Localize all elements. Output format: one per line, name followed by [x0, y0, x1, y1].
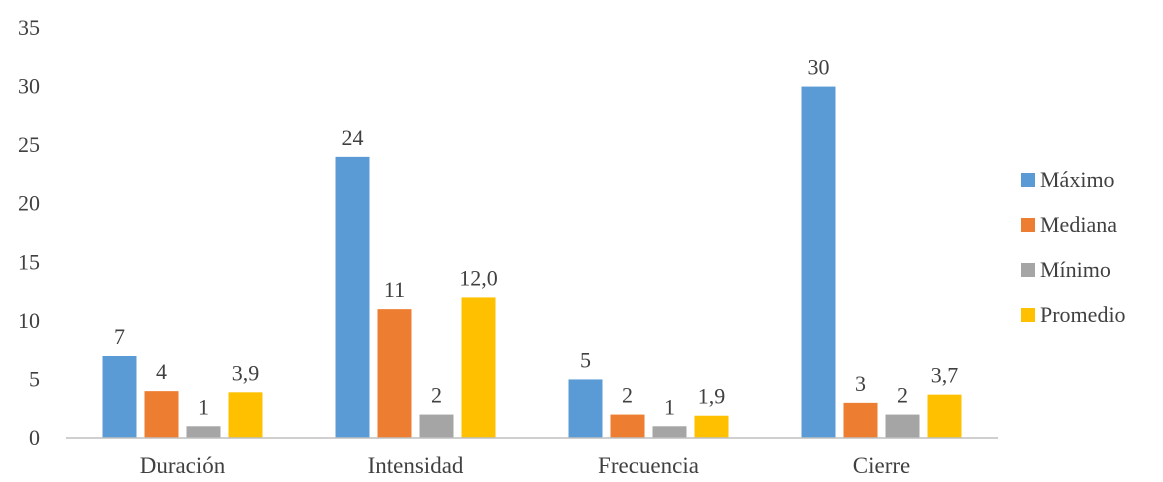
data-label-1-1: 11 — [384, 277, 405, 302]
data-label-3-0: 3,9 — [232, 360, 260, 385]
bar-1-1 — [377, 309, 412, 438]
y-tick-label-4: 20 — [18, 191, 40, 216]
bar-0-0 — [102, 356, 137, 438]
category-label-3: Cierre — [853, 453, 910, 478]
y-tick-label-6: 30 — [18, 74, 40, 99]
data-label-1-2: 2 — [622, 383, 633, 408]
data-label-3-2: 1,9 — [698, 384, 726, 409]
legend-swatch-1 — [1021, 218, 1035, 232]
bar-1-2 — [610, 414, 645, 438]
data-label-1-3: 3 — [855, 371, 866, 396]
bar-2-0 — [186, 426, 221, 438]
x-axis: Duración Intensidad Frecuencia Cierre — [140, 453, 911, 478]
legend-swatch-2 — [1021, 263, 1035, 277]
bar-3-0 — [228, 392, 263, 438]
y-tick-label-2: 10 — [18, 308, 40, 333]
category-label-0: Duración — [140, 453, 226, 478]
category-label-1: Intensidad — [368, 453, 464, 478]
legend-label-3: Promedio — [1040, 302, 1126, 327]
bar-0-2 — [568, 379, 603, 438]
bar-0-1 — [335, 156, 370, 438]
data-label-0-0: 7 — [114, 324, 125, 349]
data-label-0-2: 5 — [580, 347, 591, 372]
bar-2-3 — [885, 414, 920, 438]
bar-1-0 — [144, 391, 179, 438]
y-tick-label-7: 35 — [18, 15, 40, 40]
data-label-1-0: 4 — [156, 359, 167, 384]
bar-3-2 — [694, 415, 729, 438]
data-label-2-0: 1 — [198, 394, 209, 419]
bar-0-3 — [801, 86, 836, 439]
y-tick-label-0: 0 — [29, 425, 40, 450]
legend-label-2: Mínimo — [1040, 257, 1111, 282]
category-label-2: Frecuencia — [598, 453, 699, 478]
data-label-0-1: 24 — [342, 125, 364, 150]
data-label-0-3: 30 — [808, 55, 830, 80]
data-label-2-1: 2 — [431, 383, 442, 408]
data-label-3-1: 12,0 — [459, 265, 498, 290]
bar-2-1 — [419, 414, 454, 438]
y-axis: 0 5 10 15 20 25 30 35 — [18, 15, 40, 450]
bar-3-3 — [927, 394, 962, 438]
data-labels: 7 4 1 3,9 24 11 2 12,0 5 2 1 1,9 30 3 2 3,7 — [114, 55, 958, 420]
y-tick-label-3: 15 — [18, 249, 40, 274]
y-tick-label-5: 25 — [18, 132, 40, 157]
bar-3-1 — [461, 297, 496, 438]
bar-1-3 — [843, 402, 878, 438]
data-label-2-3: 2 — [897, 383, 908, 408]
legend: Máximo Mediana Mínimo Promedio — [1021, 167, 1126, 327]
bars — [102, 86, 962, 439]
legend-swatch-0 — [1021, 173, 1035, 187]
legend-label-0: Máximo — [1040, 167, 1115, 192]
y-tick-label-1: 5 — [29, 366, 40, 391]
legend-label-1: Mediana — [1040, 212, 1117, 237]
legend-swatch-3 — [1021, 308, 1035, 322]
bar-2-2 — [652, 426, 687, 438]
data-label-3-3: 3,7 — [931, 363, 959, 388]
data-label-2-2: 1 — [664, 394, 675, 419]
